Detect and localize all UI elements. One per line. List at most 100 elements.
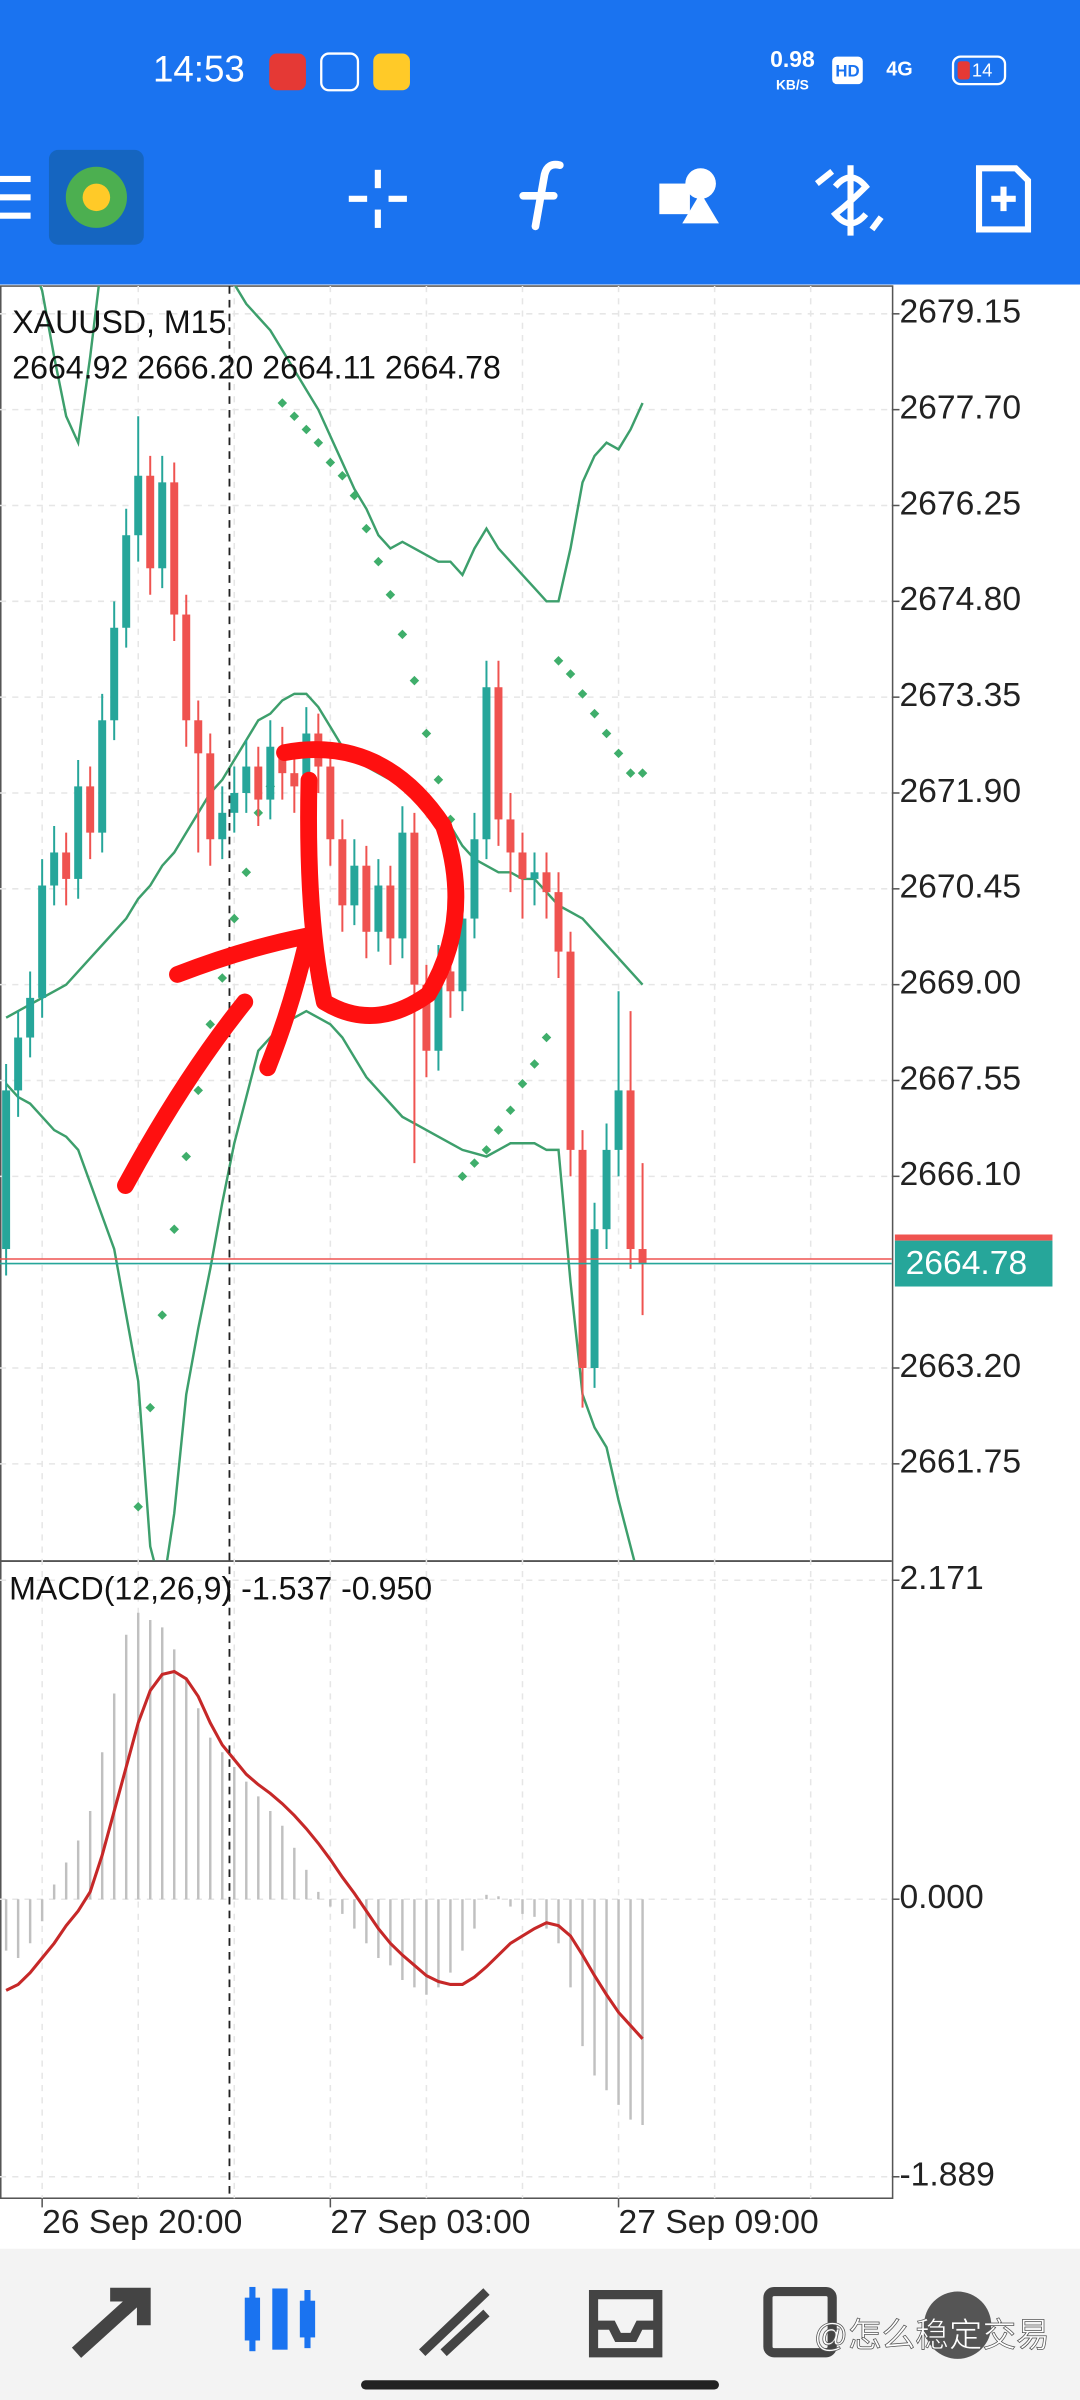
candle-body bbox=[410, 832, 419, 985]
sar-dot bbox=[373, 556, 384, 567]
candle-body bbox=[338, 839, 347, 906]
axes: 2679.15 2677.70 2676.25 2674.80 2673.35 2671.… bbox=[41, 294, 1053, 2241]
nav-quotes[interactable] bbox=[71, 2287, 151, 2358]
app-logo-center bbox=[82, 183, 111, 212]
candle-body bbox=[290, 773, 299, 787]
menu-button[interactable] bbox=[0, 175, 31, 219]
battery-label: 14 bbox=[972, 60, 992, 81]
chart-frame bbox=[0, 285, 894, 2199]
candle-body bbox=[146, 475, 155, 569]
candle-body bbox=[626, 1090, 635, 1250]
nav-messages[interactable] bbox=[763, 2286, 837, 2358]
x-tick-label: 27 Sep 03:00 bbox=[330, 2204, 530, 2241]
sar-dot bbox=[133, 1502, 143, 1512]
candle-body bbox=[302, 733, 311, 787]
sar-dot bbox=[145, 1402, 155, 1413]
price-badge bbox=[894, 1240, 1053, 1287]
candle-body bbox=[350, 865, 359, 906]
status-time: 14:53 bbox=[153, 49, 245, 90]
home-indicator bbox=[361, 2380, 719, 2390]
candle-body bbox=[494, 687, 503, 820]
candle-body bbox=[62, 852, 71, 879]
candle-body bbox=[542, 872, 551, 893]
nav-trade[interactable] bbox=[419, 2288, 490, 2357]
candle-body bbox=[38, 885, 47, 998]
network-speed: 0.98 bbox=[770, 46, 815, 72]
ask-marker bbox=[894, 1234, 1053, 1241]
band-lower bbox=[5, 1009, 636, 1561]
candle-body bbox=[14, 1037, 23, 1091]
y-tick-label: 2677.70 bbox=[899, 390, 1021, 427]
indicators-button[interactable] bbox=[519, 160, 564, 231]
y-tick-label: 2674.80 bbox=[899, 581, 1021, 618]
price-badge-label: 2664.78 bbox=[906, 1245, 1028, 1282]
candle-body bbox=[614, 1090, 623, 1150]
sar-dot bbox=[349, 490, 360, 501]
candle-body bbox=[242, 766, 251, 793]
price-panel bbox=[0, 286, 892, 1561]
header-background bbox=[0, 0, 1080, 285]
sar-dot bbox=[397, 629, 408, 640]
candle-body bbox=[2, 1090, 11, 1250]
nav-settings[interactable] bbox=[923, 2291, 992, 2359]
candle-body bbox=[458, 918, 467, 992]
battery-outline bbox=[951, 55, 1007, 86]
app-icon bbox=[269, 53, 306, 91]
candle-body bbox=[566, 951, 575, 1150]
grid bbox=[0, 286, 892, 2199]
candle-body bbox=[206, 753, 215, 840]
candle-body bbox=[518, 852, 527, 879]
candle-body bbox=[254, 766, 263, 800]
hd-label: HD bbox=[835, 61, 859, 80]
crosshair-button[interactable] bbox=[348, 169, 407, 228]
candle-body bbox=[230, 792, 239, 813]
y-tick-label: 2661.75 bbox=[899, 1444, 1021, 1481]
app-icon bbox=[320, 52, 360, 92]
candle-body bbox=[554, 892, 563, 952]
candle-body bbox=[482, 687, 491, 840]
nav-history[interactable] bbox=[588, 2290, 663, 2358]
sar-dot bbox=[529, 1059, 540, 1069]
candle-body bbox=[86, 786, 95, 833]
symbol-label: XAUUSD, M15 bbox=[12, 304, 226, 340]
sar-dot bbox=[481, 1145, 492, 1155]
trade-button[interactable] bbox=[814, 165, 884, 236]
nav-chart[interactable] bbox=[244, 2286, 316, 2352]
candle-body bbox=[386, 885, 395, 939]
x-tick-label: 26 Sep 20:00 bbox=[42, 2204, 242, 2241]
ohlc-label: 2664.92 2666.20 2664.11 2664.78 bbox=[12, 350, 501, 386]
y-tick-label: 2670.45 bbox=[899, 869, 1021, 906]
candle-body bbox=[530, 872, 539, 879]
candle-body bbox=[26, 997, 35, 1038]
objects-button[interactable] bbox=[659, 168, 719, 224]
candle-body bbox=[266, 746, 275, 800]
sar-dot bbox=[169, 1224, 179, 1234]
y-tick-label: 2.171 bbox=[899, 1560, 983, 1597]
sar-dot bbox=[589, 708, 600, 719]
y-tick-label: 2663.20 bbox=[899, 1348, 1021, 1385]
new-order-button[interactable] bbox=[975, 165, 1032, 233]
sar-dot bbox=[505, 1105, 516, 1115]
macd-label: MACD(12,26,9) -1.537 -0.950 bbox=[9, 1570, 432, 1606]
candle-body bbox=[506, 819, 515, 853]
signal-label: 4G bbox=[886, 59, 913, 81]
candle-body bbox=[218, 812, 227, 840]
candle-body bbox=[638, 1249, 647, 1264]
candle-body bbox=[50, 852, 59, 886]
bottom-nav bbox=[0, 2248, 1080, 2400]
y-tick-label: 2669.00 bbox=[899, 965, 1021, 1002]
signal-line bbox=[5, 1669, 644, 2040]
sar-dot bbox=[385, 589, 396, 600]
watermark: @怎么稳定交易 bbox=[814, 2316, 1050, 2354]
candle-body bbox=[326, 766, 335, 840]
candle-body bbox=[122, 535, 131, 628]
candle-body bbox=[110, 627, 119, 721]
candle-body bbox=[182, 614, 191, 721]
y-tick-label: 2679.15 bbox=[899, 294, 1021, 331]
candle-body bbox=[398, 832, 407, 939]
candle-body bbox=[374, 885, 383, 932]
band-middle bbox=[5, 692, 644, 1019]
candle-body bbox=[98, 720, 107, 833]
network-unit: KB/S bbox=[776, 77, 809, 92]
